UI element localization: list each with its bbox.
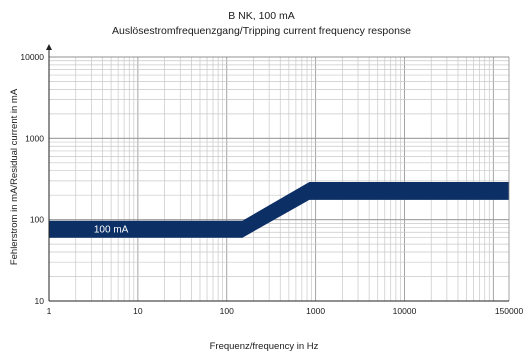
tripping-band-group: 100 mA (49, 182, 509, 238)
x-tick-label: 150000 (495, 306, 523, 316)
y-tick-label: 10 (35, 296, 45, 306)
y-axis-label: Fehlerstrom in mA/Residual current in mA (9, 88, 20, 265)
x-axis-label: Frequenz/frequency in Hz (210, 341, 319, 352)
x-tick-label: 10 (133, 306, 143, 316)
x-tick-label: 1 (47, 306, 52, 316)
chart-subtitle: Auslösestromfrequenzgang/Tripping curren… (112, 25, 411, 37)
y-tick-label: 100 (30, 215, 44, 225)
tripping-band (49, 182, 509, 238)
band-label: 100 mA (94, 224, 129, 235)
plot-frame (46, 44, 510, 302)
grid-lines (48, 56, 509, 302)
chart-title: B NK, 100 mA (228, 10, 295, 22)
x-tick-label: 10000 (393, 306, 417, 316)
y-tick-label: 10000 (20, 52, 44, 62)
x-tick-label: 100 (220, 306, 234, 316)
y-axis-arrow-icon (46, 44, 52, 50)
y-tick-label: 1000 (25, 133, 44, 143)
x-tick-label: 1000 (306, 306, 325, 316)
